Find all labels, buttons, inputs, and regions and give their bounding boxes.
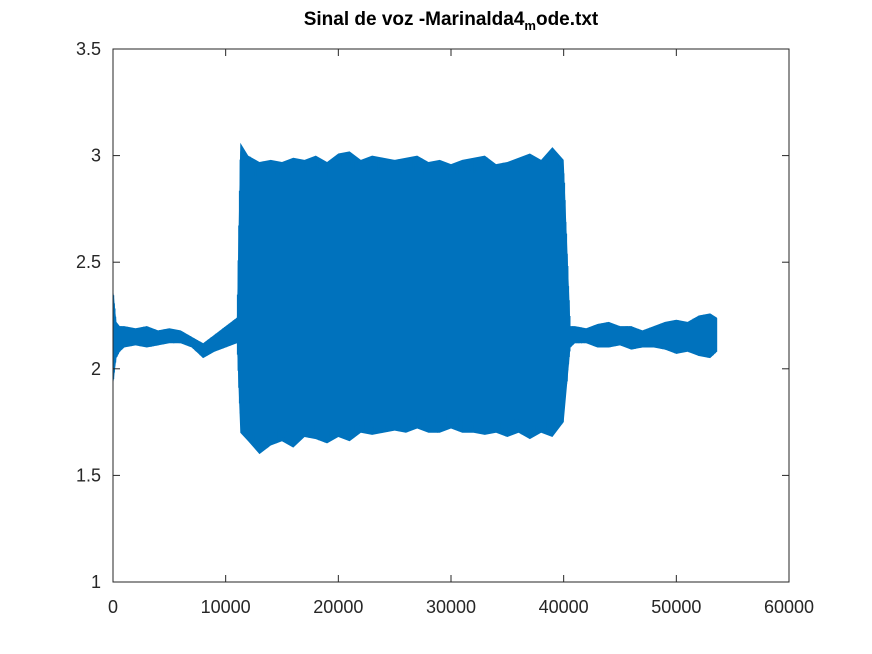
y-tick-label: 3 <box>91 146 101 166</box>
y-tick-label: 1 <box>91 572 101 592</box>
y-tick-label: 3.5 <box>76 39 101 59</box>
x-tick-label: 50000 <box>651 597 701 617</box>
x-tick-label: 0 <box>108 597 118 617</box>
x-tick-label: 30000 <box>426 597 476 617</box>
y-tick-label: 2 <box>91 359 101 379</box>
chart-title-main: Sinal de voz -Marinalda4 <box>304 9 525 30</box>
x-tick-label: 60000 <box>764 597 814 617</box>
chart-title-suffix: ode.txt <box>536 9 599 30</box>
tick-layer: 0 10000 20000 30000 40000 50000 60000 1 1.5 2 2.5 3… <box>76 39 814 617</box>
chart-title: Sinal de voz -Marinalda4mode.txt <box>304 9 599 33</box>
y-tick-label: 1.5 <box>76 465 101 485</box>
x-tick-label: 20000 <box>313 597 363 617</box>
y-tick-label: 2.5 <box>76 252 101 272</box>
series-layer <box>112 142 718 455</box>
axes-box <box>112 48 790 583</box>
x-tick-label: 10000 <box>201 597 251 617</box>
chart-title-subscript: m <box>524 18 536 33</box>
x-tick-label: 40000 <box>539 597 589 617</box>
